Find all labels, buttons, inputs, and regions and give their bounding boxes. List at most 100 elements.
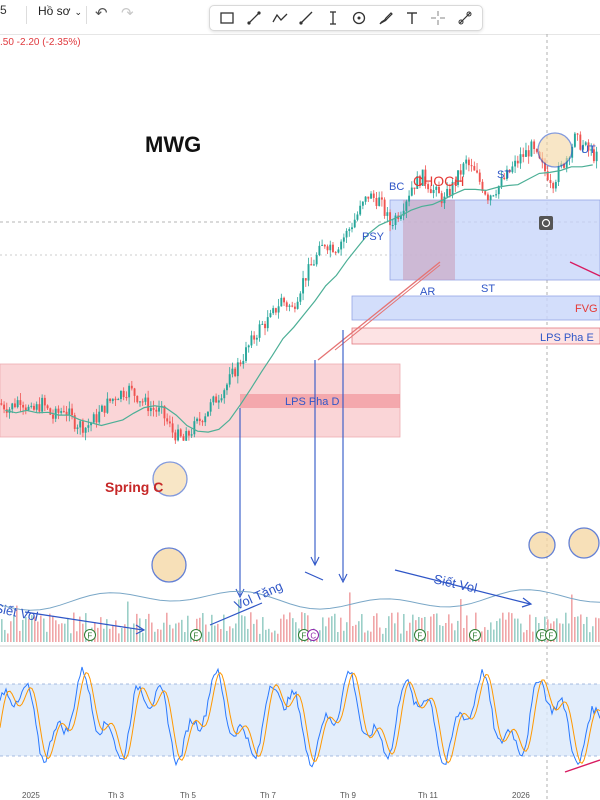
candle-body [190,434,193,436]
candle-body [353,219,356,228]
volume-marker-circle[interactable] [414,629,426,641]
volume-bar [79,616,81,642]
more-tools-icon[interactable] [455,8,475,28]
volume-bar [103,628,105,642]
volume-bar [259,633,261,642]
choch-zone[interactable] [403,200,455,280]
candle-body [122,390,125,398]
candle-body [81,421,84,433]
volume-bar [148,613,150,642]
moving-average-line [5,164,593,433]
candle-body [332,244,334,253]
volume-bar [61,623,63,642]
path-tool-icon[interactable] [270,8,290,28]
candle-body [274,308,277,313]
volume-marker-circle[interactable] [190,629,202,641]
candle-body [361,201,364,206]
label-bc: BC [389,181,404,193]
rectangle-tool-icon[interactable] [217,8,237,28]
candle-body [511,166,514,173]
candle-body [592,149,595,162]
brush-tool-icon[interactable] [376,8,396,28]
note-siet-vol-left: Siết Vol [0,600,40,624]
volume-bar [451,623,453,642]
volume-bar [76,631,78,642]
candle-body [182,436,185,441]
volume-bar [433,614,435,642]
volume-marker-circle[interactable] [469,629,481,641]
candle-body [340,241,343,250]
candle-body [389,212,392,226]
lps-pha-d-band[interactable] [240,394,400,408]
support-trendline [334,264,441,351]
volume-bar [292,618,294,642]
volume-bar [295,622,297,642]
label-choch: CHOCH [413,173,464,189]
candle-body [492,195,495,197]
volume-bar [529,614,531,642]
time-axis: 2025 Th 3 Th 5 Th 7 Th 9 Th 11 2026 [22,791,530,800]
crosshair-tool-icon[interactable] [428,8,448,28]
volume-bar [73,612,75,642]
candle-body [3,404,6,410]
volume-bar [430,616,432,642]
volume-marker-circle[interactable] [307,629,319,641]
volume-bar [163,622,165,642]
redo-icon[interactable]: ↷ [121,5,134,22]
candle-body [255,337,258,340]
candle-body [383,199,386,216]
candle-body [367,196,370,199]
candle-body [489,195,492,201]
oscillator-d-line [0,671,600,765]
interval-label[interactable]: 5 [0,3,7,17]
volume-bar [85,613,87,642]
text-tool-icon[interactable] [402,8,422,28]
candle-body [41,397,44,412]
undo-icon[interactable]: ↶ [95,5,108,22]
volume-bar [487,629,489,642]
volume-bar [175,623,177,642]
candle-body [315,255,318,265]
candle-body [277,306,280,313]
settings-icon[interactable] [539,216,553,230]
candle-body [114,398,117,401]
circle-tool-icon[interactable] [349,8,369,28]
volume-marker-label: F [417,632,422,641]
candle-body [147,397,150,412]
volume-bar [241,615,243,642]
candle-body [98,411,101,423]
candle-body [144,397,147,402]
layout-menu-button[interactable]: Hồ sơ ⌄ [38,4,82,18]
volume-bar [277,633,279,642]
text-cursor-tool-icon[interactable] [323,8,343,28]
volume-bar [244,616,246,642]
volume-bar [121,628,123,642]
candle-body [391,225,394,227]
candle-body [549,180,552,184]
candle-body [465,159,468,164]
volume-bar [580,614,582,642]
volume-bar [382,633,384,642]
candle-body [410,187,413,196]
volume-bar [496,621,498,642]
volume-bar [448,614,450,642]
candle-body [323,244,326,247]
volume-bar [118,633,120,642]
volume-bar [283,614,285,642]
volume-bar [373,615,375,642]
candle-body [84,427,87,433]
candle-body [307,264,310,281]
volume-bar [343,630,345,642]
volume-bar [205,624,207,642]
fvg-zone[interactable] [351,295,600,321]
trend-line-tool-icon[interactable] [244,8,264,28]
volume-marker-circle[interactable] [545,629,557,641]
candle-body [525,150,527,157]
candle-body [177,429,179,441]
ray-tool-icon[interactable] [296,8,316,28]
candle-body [351,227,353,230]
volume-marker-circle[interactable] [84,629,96,641]
volume-bar [151,622,153,642]
top-toolbar: 5 Hồ sơ ⌄ ↶ ↷ [0,0,600,35]
